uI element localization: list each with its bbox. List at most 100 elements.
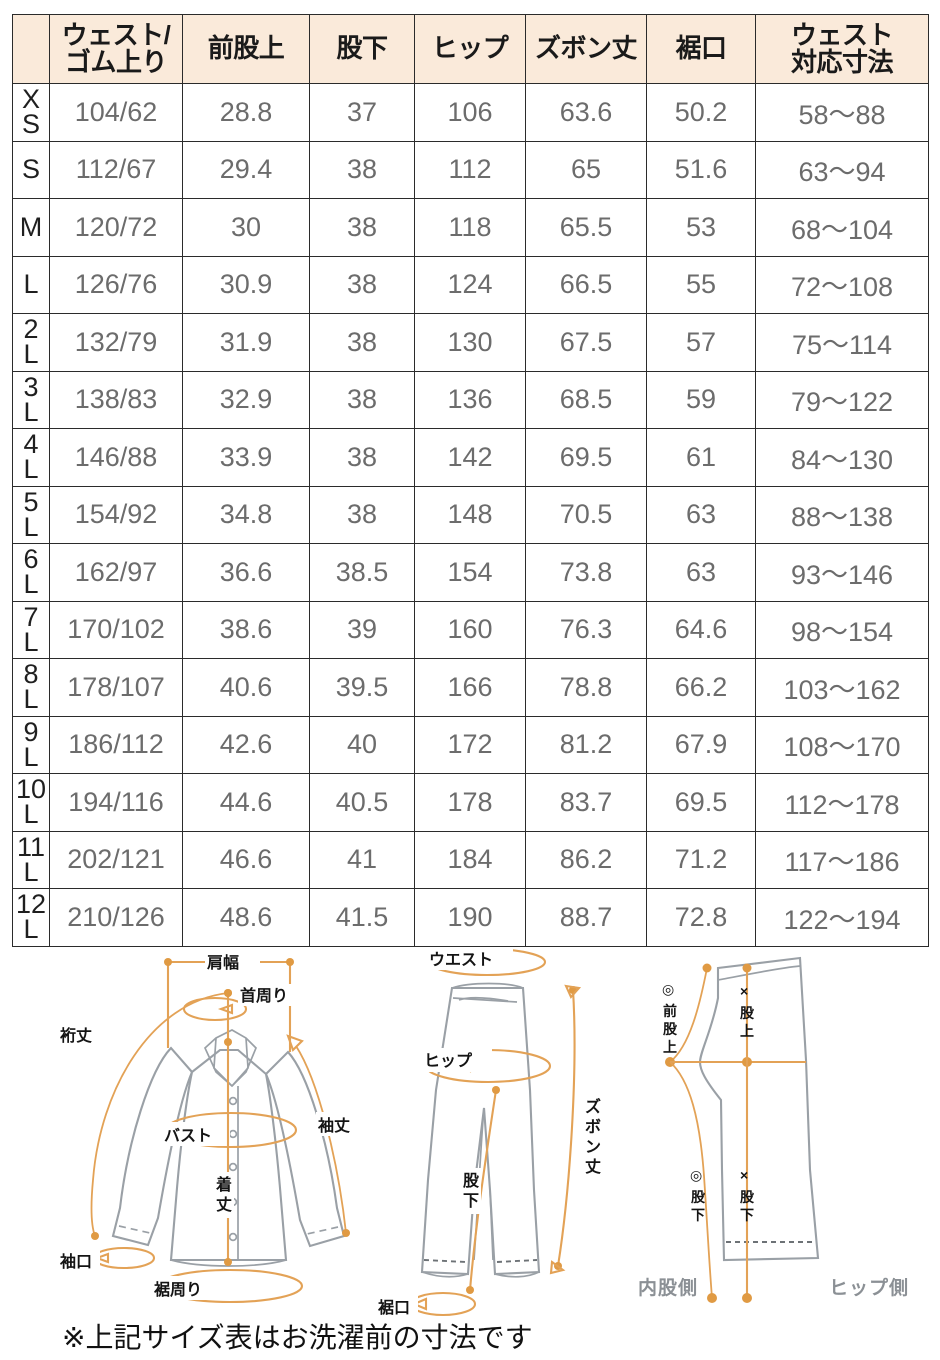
label-neck: 首周り [240, 986, 288, 1005]
column-header-matashita: 股下 [309, 14, 415, 84]
label-pants-length-1: ズ [585, 1097, 601, 1116]
jacket-illustration [111, 1029, 346, 1267]
cell-waist-taio: 79〜122 [755, 370, 929, 429]
size-label-top: 8 [23, 659, 39, 690]
size-label-top: 10 [15, 774, 47, 805]
cell-hip: 106 [414, 83, 526, 142]
label-inseam-cross-2: 下 [740, 1207, 754, 1223]
cell-hip: 112 [414, 140, 526, 199]
size-chart-table: ウェスト/ ゴム上り 前股上 股下 ヒップ ズボン丈 裾口 [12, 14, 929, 947]
cell-mae-matagami: 48.6 [182, 888, 310, 947]
cell-waist-taio: 88〜138 [755, 485, 929, 544]
cell-waist-gom: 132/79 [49, 313, 183, 372]
label-pants-length-3: ン [585, 1139, 601, 1156]
inseam-measure: 股 下 [461, 1086, 500, 1294]
cell-suso-guchi: 69.5 [646, 773, 756, 832]
cell-waist-taio: 117〜186 [755, 830, 929, 889]
cell-suso-guchi: 59 [646, 370, 756, 429]
cell-matashita: 40 [309, 715, 415, 774]
cell-suso-guchi: 63 [646, 485, 756, 544]
size-label-cell: S [12, 140, 50, 199]
cell-waist-gom: 202/121 [49, 830, 183, 889]
cell-suso-guchi: 71.2 [646, 830, 756, 889]
cell-waist-taio: 93〜146 [755, 543, 929, 602]
cell-zubon-take: 73.8 [525, 543, 647, 602]
table-row: 5 L 154/92 34.8 38 148 70.5 63 88〜138 [12, 485, 929, 544]
header-line: ヒップ [431, 33, 509, 64]
size-label-bottom: L [23, 856, 39, 887]
cell-hip: 172 [414, 715, 526, 774]
cell-suso-guchi: 50.2 [646, 83, 756, 142]
cell-zubon-take: 63.6 [525, 83, 647, 142]
size-label-bottom: L [23, 269, 39, 300]
footnote-text: ※上記サイズ表はお洗濯前の寸法です [62, 1322, 533, 1353]
cell-matashita: 38 [309, 313, 415, 372]
table-row: X S 104/62 28.8 37 106 63.6 50.2 58〜88 [12, 83, 929, 142]
label-inseam-cross-mark: × [740, 1167, 748, 1183]
header-line: ウェスト/ [61, 19, 171, 50]
neck-measure: 首周り [182, 984, 310, 1022]
table-row: 7 L 170/102 38.6 39 160 76.3 64.6 98〜154 [12, 600, 929, 659]
cell-matashita: 38 [309, 428, 415, 487]
table-row: 10 L 194/116 44.6 40.5 178 83.7 69.5 112〜178 [12, 773, 929, 832]
cell-matashita: 38 [309, 370, 415, 429]
cell-waist-gom: 186/112 [49, 715, 183, 774]
cell-matashita: 38 [309, 485, 415, 544]
cell-waist-taio: 84〜130 [755, 428, 929, 487]
header-line: ウェスト [790, 19, 894, 50]
cell-suso-guchi: 53 [646, 198, 756, 257]
cell-mae-matagami: 34.8 [182, 485, 310, 544]
table-row: S 112/67 29.4 38 112 65 51.6 63〜94 [12, 140, 929, 199]
inseam-circle-measure: ◎ 股 下 [669, 1061, 717, 1303]
hip-measure: ヒップ [422, 1048, 552, 1084]
yuki-measure: 裄丈 [58, 992, 229, 1240]
cell-waist-gom: 178/107 [49, 658, 183, 717]
column-header-size [12, 14, 50, 84]
label-yuki: 裄丈 [59, 1027, 92, 1045]
label-rise-2: 上 [740, 1023, 754, 1039]
label-hem-round: 裾周り [153, 1281, 202, 1299]
cell-matashita: 41 [309, 830, 415, 889]
cell-hip: 154 [414, 543, 526, 602]
size-label-cell: L [12, 255, 50, 314]
label-pants-length-4: 丈 [585, 1158, 601, 1176]
table-row: 9 L 186/112 42.6 40 172 81.2 67.9 108〜170 [12, 715, 929, 774]
size-label-cell: 11 L [12, 830, 50, 889]
cell-hip: 190 [414, 888, 526, 947]
sleeve-length-measure: 袖丈 [286, 1034, 368, 1237]
size-label-bottom: L [23, 569, 39, 600]
cell-zubon-take: 68.5 [525, 370, 647, 429]
cell-suso-guchi: 61 [646, 428, 756, 487]
cell-waist-gom: 126/76 [49, 255, 183, 314]
label-inseam-1: 股 [463, 1172, 480, 1190]
cuff-measure: 袖口 [58, 1246, 156, 1272]
waist-measure: ウエスト [427, 947, 547, 977]
size-label-top: X [21, 84, 40, 115]
label-hip-side: ヒップ側 [829, 1276, 909, 1299]
cell-mae-matagami: 30.9 [182, 255, 310, 314]
size-label-top: 9 [23, 716, 39, 747]
cell-mae-matagami: 44.6 [182, 773, 310, 832]
size-label-bottom: L [23, 799, 39, 830]
measurement-diagrams: 肩幅 首周り 裄丈 [0, 940, 940, 1340]
table-row: 8 L 178/107 40.6 39.5 166 78.8 66.2 103〜162 [12, 658, 929, 717]
cell-matashita: 38 [309, 140, 415, 199]
cell-waist-taio: 58〜88 [755, 83, 929, 142]
table-row: 12 L 210/126 48.6 41.5 190 88.7 72.8 122〜194 [12, 888, 929, 947]
cell-waist-taio: 68〜104 [755, 198, 929, 257]
cell-matashita: 38 [309, 255, 415, 314]
size-label-cell: 10 L [12, 773, 50, 832]
size-label-top: 12 [15, 889, 47, 920]
front-rise-measure: ◎ 前 股 上 [662, 963, 712, 1067]
cell-mae-matagami: 31.9 [182, 313, 310, 372]
table-row: 3 L 138/83 32.9 38 136 68.5 59 79〜122 [12, 370, 929, 429]
cell-matashita: 38 [309, 198, 415, 257]
body-length-measure: 着 丈 [214, 989, 234, 1266]
cell-zubon-take: 86.2 [525, 830, 647, 889]
size-label-top: 3 [23, 371, 39, 402]
cell-waist-taio: 103〜162 [755, 658, 929, 717]
pants-measurement-diagram: ウエスト ヒップ [376, 947, 605, 1318]
header-line: 前股上 [207, 33, 285, 64]
